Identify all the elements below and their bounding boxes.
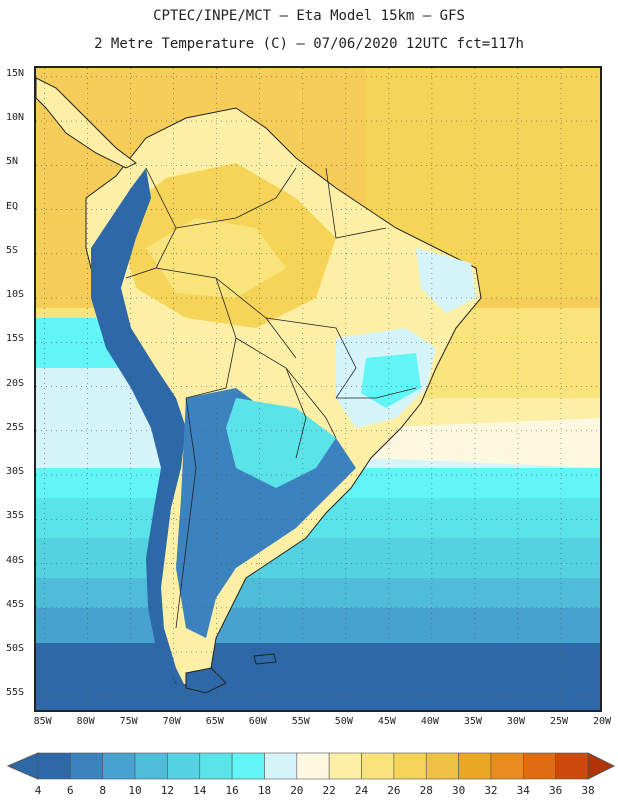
- colorbar-tick-label: 8: [99, 784, 107, 797]
- latitude-tick-label: 25S: [6, 421, 25, 433]
- longitude-tick-label: 30W: [506, 716, 525, 727]
- latitude-tick-label: EQ: [6, 200, 19, 212]
- tierra-del-fuego: [185, 667, 227, 694]
- latitude-tick-label: 40S: [6, 554, 25, 566]
- longitude-tick-label: 25W: [549, 716, 568, 727]
- colorbar-segment: [328, 752, 362, 780]
- latitude-tick-label: 55S: [6, 687, 25, 699]
- colorbar-tick-label: 18: [257, 784, 272, 797]
- latitude-tick-label: 10S: [6, 289, 25, 301]
- latitude-tick-label: 35S: [6, 510, 25, 522]
- brazil-highlands: [361, 353, 421, 408]
- colorbar-tick-label: 26: [387, 784, 401, 797]
- falkland-islands: [253, 653, 277, 665]
- colorbar-tick-label: 4: [34, 784, 42, 797]
- colorbar-segment: [490, 752, 524, 780]
- latitude-tick-label: 50S: [6, 643, 25, 655]
- colorbar-segment: [458, 752, 492, 780]
- colorbar-tick-label: 12: [160, 784, 175, 797]
- latitude-tick-label: 20S: [6, 377, 25, 389]
- longitude-tick-label: 20W: [592, 716, 612, 727]
- colorbar-max-arrow: [587, 752, 616, 780]
- longitude-tick-label: 60W: [248, 716, 267, 727]
- colorbar-tick-label: 28: [419, 784, 433, 797]
- latitude-tick-label: 10N: [6, 112, 25, 124]
- colorbar-segment: [167, 752, 201, 780]
- colorbar-segment: [361, 752, 395, 780]
- colorbar-tick-label: 20: [290, 784, 304, 797]
- colorbar-tick-label: 14: [193, 784, 207, 797]
- northeast-brazil: [416, 248, 476, 313]
- colorbar-segment: [555, 752, 589, 780]
- colorbar-tick-label: 38: [581, 784, 595, 797]
- temperature-colorbar: [6, 752, 616, 780]
- longitude-tick-label: 75W: [119, 716, 138, 727]
- central-amazon: [146, 218, 286, 298]
- colorbar-tick-label: 36: [549, 784, 563, 797]
- colorbar-tick-label: 6: [67, 784, 74, 797]
- colorbar-segment: [231, 752, 265, 780]
- ocean-band-4: [36, 643, 600, 710]
- longitude-tick-label: 70W: [162, 716, 181, 727]
- colorbar-segment: [296, 752, 330, 780]
- latitude-tick-label: 5N: [6, 156, 19, 168]
- colorbar-tick-label: 24: [354, 784, 369, 797]
- longitude-tick-label: 80W: [76, 716, 95, 727]
- chart-title-line1: CPTEC/INPE/MCT – Eta Model 15km – GFS: [153, 8, 465, 24]
- longitude-tick-label: 40W: [420, 716, 439, 727]
- longitude-tick-label: 35W: [463, 716, 482, 727]
- colorbar-min-arrow: [6, 752, 39, 780]
- colorbar-segment: [425, 752, 459, 780]
- longitude-tick-label: 65W: [205, 716, 224, 727]
- colorbar-segment: [37, 752, 71, 780]
- temperature-map: [36, 68, 600, 710]
- colorbar-tick-label: 32: [484, 784, 498, 797]
- colorbar-tick-label: 22: [322, 784, 336, 797]
- map-panel: [34, 66, 602, 712]
- latitude-tick-label: 15N: [6, 67, 25, 79]
- colorbar-segment: [522, 752, 556, 780]
- colorbar-tick-label: 10: [128, 784, 142, 797]
- latitude-tick-label: 30S: [6, 466, 25, 478]
- colorbar-tick-label: 16: [225, 784, 239, 797]
- latitude-tick-label: 45S: [6, 598, 25, 610]
- latitude-tick-label: 5S: [6, 244, 19, 256]
- chart-title-line2: 2 Metre Temperature (C) – 07/06/2020 12U…: [94, 36, 524, 52]
- colorbar-segment: [102, 752, 136, 780]
- colorbar-segment: [134, 752, 168, 780]
- andes-cold-zone: [91, 168, 186, 688]
- longitude-tick-label: 45W: [377, 716, 396, 727]
- colorbar-segment: [264, 752, 298, 780]
- longitude-tick-label: 50W: [334, 716, 353, 727]
- colorbar-segment: [70, 752, 104, 780]
- longitude-tick-label: 55W: [291, 716, 310, 727]
- colorbar-tick-label: 34: [516, 784, 530, 797]
- pampas-region: [226, 398, 336, 488]
- latitude-tick-label: 15S: [6, 333, 25, 345]
- colorbar-tick-label: 30: [451, 784, 466, 797]
- ocean-band-8: [36, 608, 600, 648]
- longitude-tick-label: 85W: [33, 716, 52, 727]
- colorbar-segment: [393, 752, 427, 780]
- colorbar-segment: [199, 752, 233, 780]
